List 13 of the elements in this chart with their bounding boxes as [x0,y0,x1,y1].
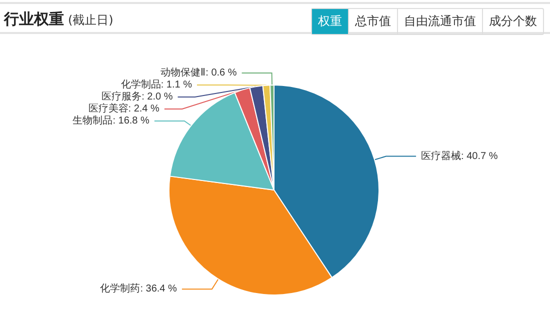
slice-label: 医疗器械: 40.7 % [421,150,498,162]
slice-label: 化学制药: 36.4 % [100,282,178,295]
text: 自由流通市值 [397,9,482,34]
slice-label: 动物保健Ⅱ: 0.6 % [160,68,237,79]
text: 成分个数 [482,9,543,34]
text: 总市值 [348,9,397,34]
slice-label: 生物制品: 16.8 % [72,114,150,127]
chart-subtitle: (截止日) [68,13,114,27]
slice-label: 医疗服务: 2.0 % [102,90,173,103]
slice-label: 医疗美容: 2.4 % [88,102,160,115]
text: 权重 [312,9,348,34]
chart-title: 行业权重 [4,10,64,28]
slice-label: 化学制品: 1.1 % [120,78,192,91]
